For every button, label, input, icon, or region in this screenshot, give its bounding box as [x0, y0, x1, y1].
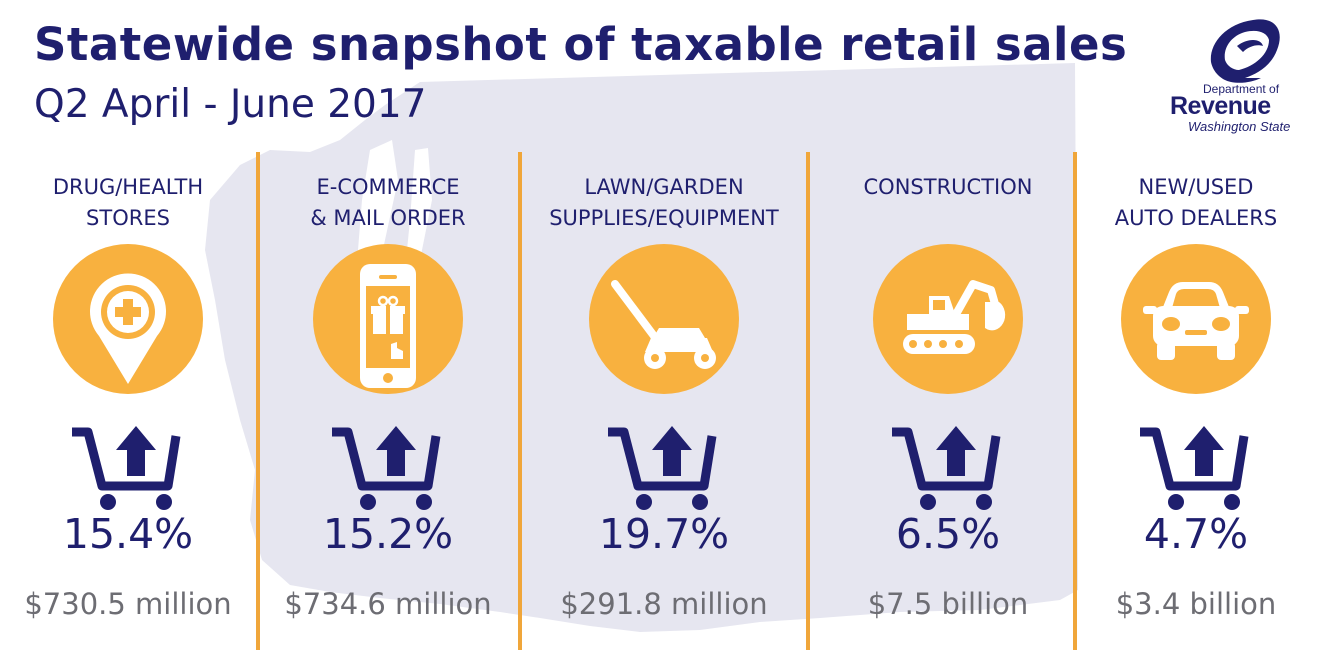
cart-up-arrow-icon [892, 426, 1001, 510]
cart-up-arrow-icon [1140, 426, 1249, 510]
category-label: E-COMMERCE & MAIL ORDER [310, 175, 466, 230]
percent-change: 15.2% [322, 510, 454, 558]
category-icon-circle [1121, 244, 1271, 394]
category-icon-circle [589, 244, 739, 394]
car-icon [1143, 282, 1249, 360]
category-label: LAWN/GARDEN SUPPLIES/EQUIPMENT [549, 175, 779, 230]
page-subtitle: Q2 April - June 2017 [34, 82, 427, 127]
column-divider [1073, 152, 1077, 650]
excavator-icon [903, 280, 1006, 354]
category-icon-circle [873, 244, 1023, 394]
cart-up-arrow-icon [332, 426, 441, 510]
category-label: DRUG/HEALTH STORES [52, 175, 204, 230]
sales-amount: $730.5 million [24, 587, 232, 621]
category-column-lawn-garden: LAWN/GARDEN SUPPLIES/EQUIPMENT 19.7% $291… [533, 0, 795, 667]
sales-amount: $291.8 million [560, 587, 768, 621]
category-label: NEW/USED AUTO DEALERS [1114, 175, 1278, 230]
column-divider [256, 152, 260, 650]
column-divider [806, 152, 810, 650]
cart-up-arrow-icon [72, 426, 181, 510]
smartphone-gift-icon [360, 264, 416, 388]
category-column-auto-dealers: NEW/USED AUTO DEALERS 4.7% $3.4 billion [1065, 0, 1327, 667]
category-column-ecommerce: E-COMMERCE & MAIL ORDER 15.2% $734.6 mill… [257, 0, 519, 667]
category-icon-circle [313, 244, 463, 394]
logo-state-text: Washington State [1188, 119, 1291, 134]
category-label: CONSTRUCTION [863, 175, 1033, 199]
percent-change: 4.7% [1143, 510, 1249, 558]
map-pin-plus-icon [90, 273, 167, 384]
sales-amount: $734.6 million [284, 587, 492, 621]
percent-change: 6.5% [895, 510, 1001, 558]
logo-revenue-text: Revenue [1170, 92, 1271, 120]
column-divider [518, 152, 522, 650]
category-icon-circle [53, 244, 203, 394]
category-column-drug-health: DRUG/HEALTH STORES 15.4% $730.5 million [0, 0, 259, 667]
department-of-revenue-logo-icon [1210, 19, 1280, 83]
percent-change: 19.7% [598, 510, 730, 558]
category-column-construction: CONSTRUCTION 6.5% $7.5 billion [817, 0, 1079, 667]
sales-amount: $7.5 billion [867, 587, 1029, 621]
sales-amount: $3.4 billion [1115, 587, 1277, 621]
cart-up-arrow-icon [608, 426, 717, 510]
logo-department-text: Department of [1203, 82, 1280, 96]
page-title: Statewide snapshot of taxable retail sal… [34, 18, 1128, 71]
lawn-mower-icon [611, 280, 716, 369]
percent-change: 15.4% [62, 510, 194, 558]
